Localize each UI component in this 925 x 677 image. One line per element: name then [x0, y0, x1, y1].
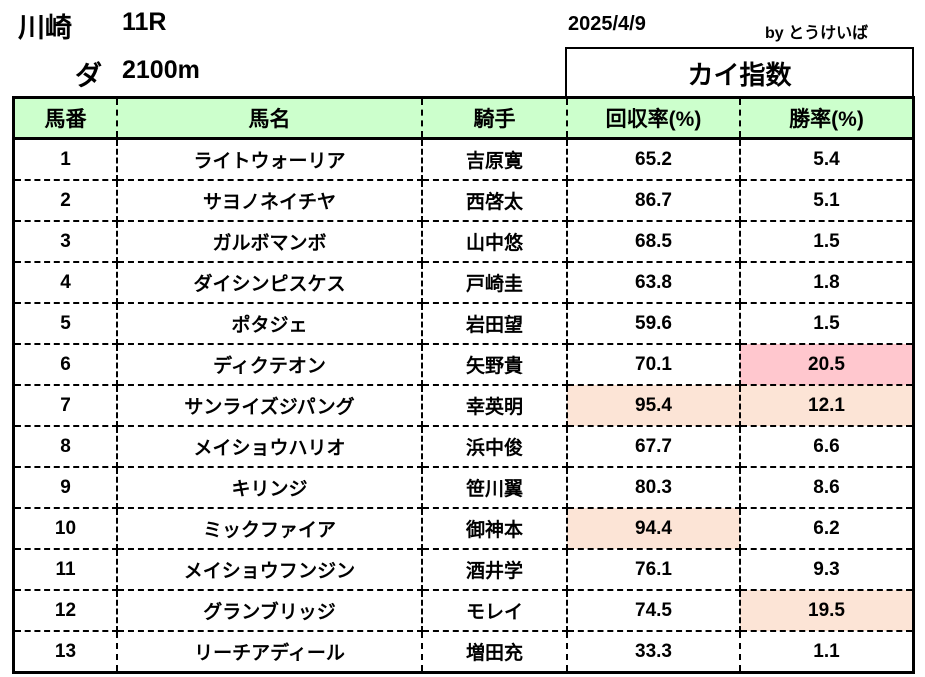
table-row: 11 メイショウフンジン 酒井学 76.1 9.3 [12, 548, 915, 591]
table-row: 1 ライトウォーリア 吉原寛 65.2 5.4 [12, 137, 915, 181]
distance-label: 2100m [122, 56, 200, 84]
horse-name: サンライズジパング [116, 384, 423, 427]
jockey-name: 山中悠 [421, 220, 568, 263]
win-rate-value: 5.1 [739, 179, 915, 222]
horse-number: 10 [12, 507, 118, 550]
index-title: カイ指数 [565, 47, 914, 97]
table-row: 4 ダイシンピスケス 戸崎圭 63.8 1.8 [12, 261, 915, 304]
roi-value: 74.5 [566, 589, 741, 632]
table-row: 12 グランブリッジ モレイ 74.5 19.5 [12, 589, 915, 632]
jockey-name: 幸英明 [421, 384, 568, 427]
table-header-row: 馬番 馬名 騎手 回収率(%) 勝率(%) [12, 96, 915, 140]
horse-number: 3 [12, 220, 118, 263]
jockey-name: 吉原寛 [421, 137, 568, 181]
roi-value: 80.3 [566, 466, 741, 509]
col-header-win-rate: 勝率(%) [739, 96, 915, 140]
win-rate-value: 1.1 [739, 630, 915, 674]
horse-name: キリンジ [116, 466, 423, 509]
jockey-name: 浜中俊 [421, 425, 568, 468]
horse-name: グランブリッジ [116, 589, 423, 632]
horse-name: メイショウフンジン [116, 548, 423, 591]
roi-value: 86.7 [566, 179, 741, 222]
col-header-number: 馬番 [12, 96, 118, 140]
roi-value: 70.1 [566, 343, 741, 386]
race-date: 2025/4/9 [568, 13, 646, 35]
roi-value: 63.8 [566, 261, 741, 304]
horse-number: 4 [12, 261, 118, 304]
jockey-name: 戸崎圭 [421, 261, 568, 304]
roi-value: 68.5 [566, 220, 741, 263]
horse-number: 2 [12, 179, 118, 222]
col-header-horse: 馬名 [116, 96, 423, 140]
table-row: 10 ミックファイア 御神本 94.4 6.2 [12, 507, 915, 550]
roi-value: 95.4 [566, 384, 741, 427]
table-row: 7 サンライズジパング 幸英明 95.4 12.1 [12, 384, 915, 427]
win-rate-value: 6.2 [739, 507, 915, 550]
jockey-name: 矢野貴 [421, 343, 568, 386]
horse-name: メイショウハリオ [116, 425, 423, 468]
win-rate-value: 19.5 [739, 589, 915, 632]
horse-number: 5 [12, 302, 118, 345]
horse-name: ミックファイア [116, 507, 423, 550]
horse-name: ライトウォーリア [116, 137, 423, 181]
horse-number: 7 [12, 384, 118, 427]
table-row: 8 メイショウハリオ 浜中俊 67.7 6.6 [12, 425, 915, 468]
horse-number: 12 [12, 589, 118, 632]
win-rate-value: 1.8 [739, 261, 915, 304]
venue-label: 川崎 [18, 13, 72, 43]
table-row: 2 サヨノネイチヤ 西啓太 86.7 5.1 [12, 179, 915, 222]
surface-label: ダ [75, 61, 102, 91]
horse-name: ダイシンピスケス [116, 261, 423, 304]
horse-number: 11 [12, 548, 118, 591]
win-rate-value: 5.4 [739, 137, 915, 181]
table-row: 13 リーチアディール 増田充 33.3 1.1 [12, 630, 915, 674]
jockey-name: 御神本 [421, 507, 568, 550]
horse-number: 8 [12, 425, 118, 468]
roi-value: 59.6 [566, 302, 741, 345]
roi-value: 67.7 [566, 425, 741, 468]
roi-value: 33.3 [566, 630, 741, 674]
win-rate-value: 9.3 [739, 548, 915, 591]
win-rate-value: 1.5 [739, 220, 915, 263]
horse-number: 1 [12, 137, 118, 181]
col-header-roi: 回収率(%) [566, 96, 741, 140]
win-rate-value: 8.6 [739, 466, 915, 509]
table-row: 9 キリンジ 笹川翼 80.3 8.6 [12, 466, 915, 509]
roi-value: 65.2 [566, 137, 741, 181]
roi-value: 76.1 [566, 548, 741, 591]
credit-label: by とうけいば [765, 25, 869, 42]
roi-value: 94.4 [566, 507, 741, 550]
col-header-jockey: 騎手 [421, 96, 568, 140]
horse-name: ガルボマンボ [116, 220, 423, 263]
win-rate-value: 6.6 [739, 425, 915, 468]
table-row: 3 ガルボマンボ 山中悠 68.5 1.5 [12, 220, 915, 263]
horse-name: ポタジェ [116, 302, 423, 345]
table-row: 5 ポタジェ 岩田望 59.6 1.5 [12, 302, 915, 345]
jockey-name: 酒井学 [421, 548, 568, 591]
jockey-name: モレイ [421, 589, 568, 632]
win-rate-value: 20.5 [739, 343, 915, 386]
horse-number: 13 [12, 630, 118, 674]
horse-number: 9 [12, 466, 118, 509]
horse-name: リーチアディール [116, 630, 423, 674]
win-rate-value: 12.1 [739, 384, 915, 427]
jockey-name: 西啓太 [421, 179, 568, 222]
horse-number: 6 [12, 343, 118, 386]
table-row: 6 ディクテオン 矢野貴 70.1 20.5 [12, 343, 915, 386]
jockey-name: 岩田望 [421, 302, 568, 345]
win-rate-value: 1.5 [739, 302, 915, 345]
horse-name: ディクテオン [116, 343, 423, 386]
horse-table: 馬番 馬名 騎手 回収率(%) 勝率(%) 1 ライトウォーリア 吉原寛 65.2 5.… [12, 96, 915, 674]
jockey-name: 増田充 [421, 630, 568, 674]
horse-name: サヨノネイチヤ [116, 179, 423, 222]
race-number: 11R [122, 8, 167, 36]
jockey-name: 笹川翼 [421, 466, 568, 509]
